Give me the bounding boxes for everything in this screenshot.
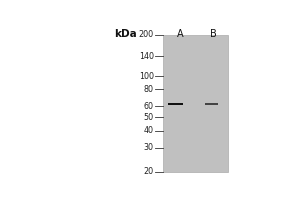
Text: 60: 60 — [144, 102, 154, 111]
Text: 100: 100 — [139, 72, 154, 81]
Text: 80: 80 — [144, 85, 154, 94]
Text: 140: 140 — [139, 52, 154, 61]
Text: 50: 50 — [144, 113, 154, 122]
Bar — [205, 103, 218, 105]
Text: 20: 20 — [144, 167, 154, 176]
Text: 30: 30 — [144, 143, 154, 152]
Bar — [168, 103, 183, 105]
Text: 40: 40 — [144, 126, 154, 135]
Text: 200: 200 — [139, 30, 154, 39]
Text: A: A — [177, 29, 184, 39]
Text: kDa: kDa — [115, 29, 137, 39]
Text: B: B — [210, 29, 216, 39]
